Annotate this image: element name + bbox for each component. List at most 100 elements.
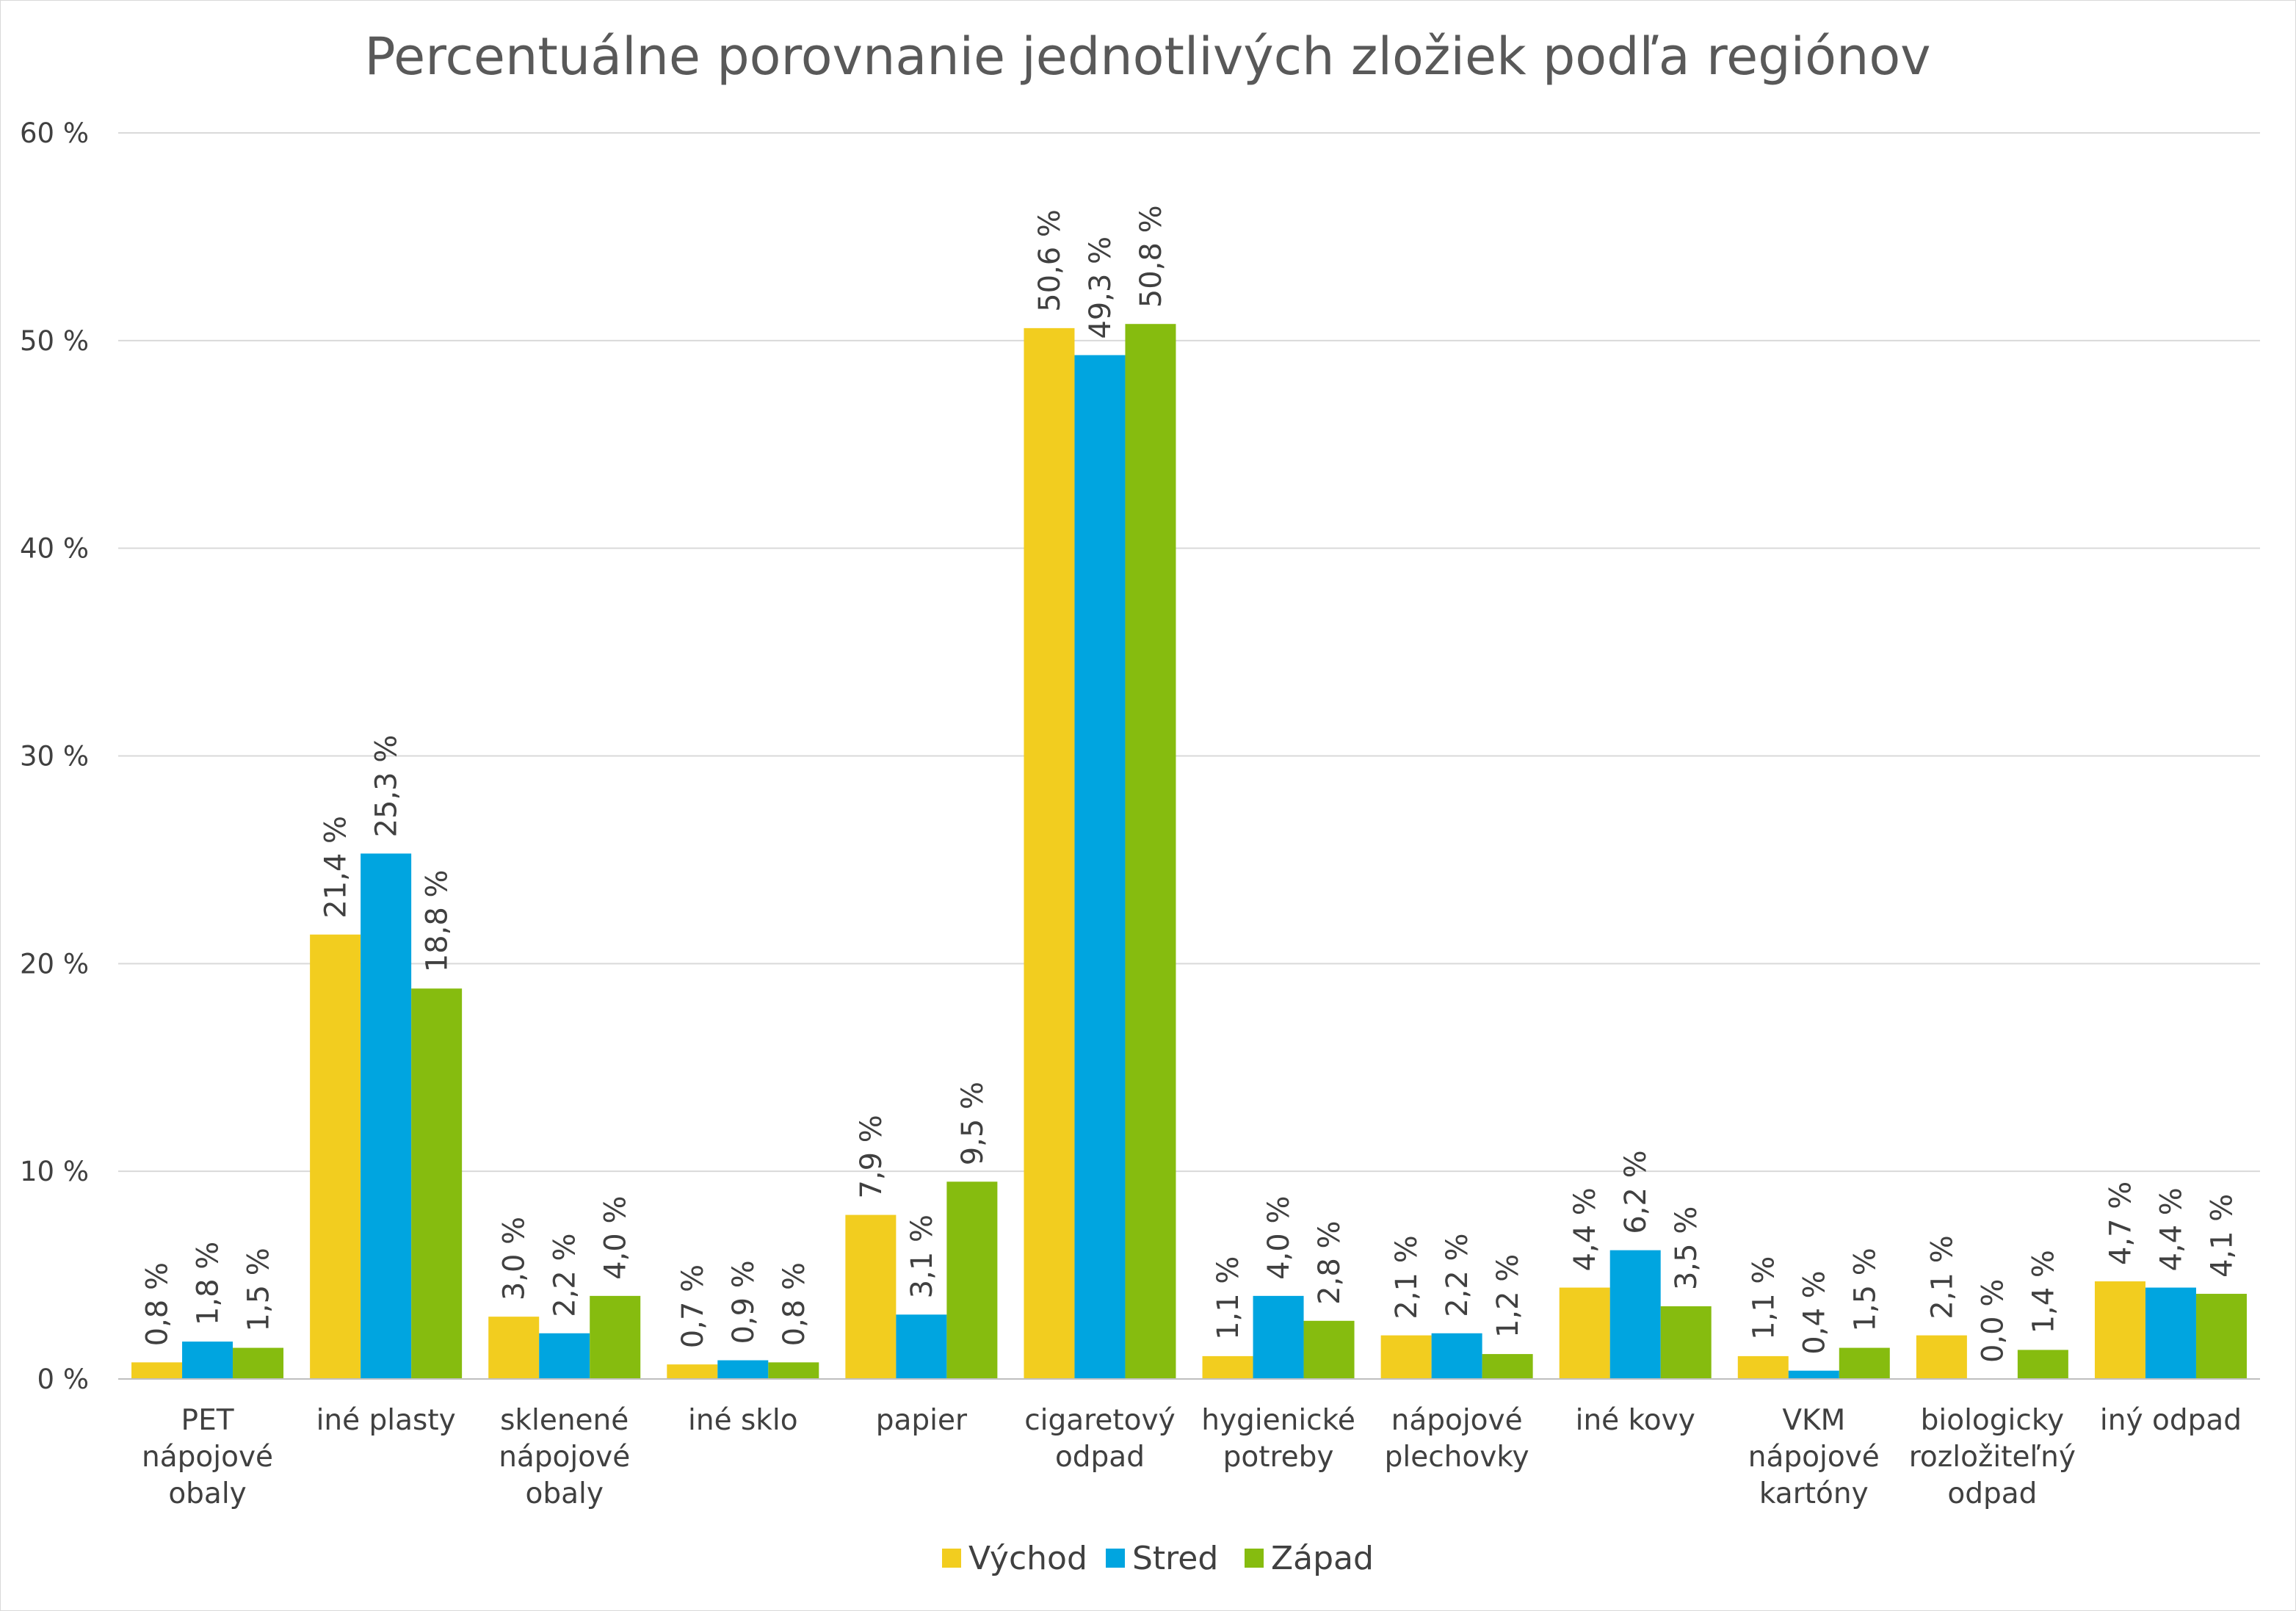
data-label: 6,2 % [1619,1150,1653,1234]
bar [1559,1287,1610,1379]
data-label: 0,8 % [141,1262,175,1346]
gridlines [118,132,2260,1173]
x-tick-label: nápojové plechovky [1385,1404,1529,1474]
data-label: 3,0 % [498,1217,532,1300]
data-label: 1,5 % [1848,1248,1882,1331]
data-label: 2,2 % [548,1233,582,1317]
x-tick-label: iné plasty [316,1404,456,1437]
data-label: 4,1 % [2205,1194,2239,1278]
legend-swatch [1245,1549,1264,1568]
bar [1253,1295,1304,1379]
y-tick-label: 30 % [20,741,89,772]
bar [768,1362,819,1379]
data-labels: 0,8 % 1,8 % 1,5 % 21,4 % 25,3 % 18,8 % 3,0 % 2,… [141,205,2239,1363]
bar [1074,355,1126,1380]
data-label: 1,8 % [192,1242,225,1325]
bar [845,1214,897,1379]
data-label: 2,8 % [1313,1220,1347,1304]
legend-label: Východ [968,1540,1087,1577]
x-tick-label: iný odpad [2100,1404,2242,1437]
bar [411,988,463,1379]
bar [1303,1320,1355,1379]
legend-label: Západ [1271,1540,1374,1577]
legend-swatch [1106,1549,1125,1568]
data-label: 18,8 % [421,869,455,972]
x-axis: PET nápojové obaly iné plasty sklenené nápojo… [118,1378,2260,1510]
x-tick-label: papier [876,1404,968,1437]
bar [2094,1281,2145,1379]
x-tick-label: VKM nápojové kartóny [1748,1404,1880,1510]
data-label: 0,7 % [676,1264,710,1348]
bar [1788,1370,1839,1379]
legend-swatch [942,1549,961,1568]
y-axis-ticks: 0 % 10 % 20 % 30 % 40 % 50 % 60 % [20,117,89,1395]
data-label: 1,4 % [2027,1250,2060,1333]
data-label: 2,1 % [1925,1235,1959,1319]
data-label: 4,4 % [1568,1187,1602,1271]
data-label: 7,9 % [855,1115,888,1198]
bar [233,1347,284,1379]
data-label: 50,8 % [1134,205,1168,308]
bar [667,1364,718,1379]
data-label: 1,2 % [1491,1254,1525,1338]
chart-title: Percentuálne porovnanie jednotlivých zlo… [364,26,1930,87]
data-label: 25,3 % [370,735,404,838]
x-tick-label: iné kovy [1576,1404,1695,1437]
data-label: 9,5 % [956,1082,990,1165]
bar [361,853,412,1379]
x-tick-label: cigaretový odpad [1024,1404,1175,1474]
bar [182,1342,233,1379]
data-label: 1,1 % [1747,1256,1781,1340]
data-label: 2,1 % [1390,1235,1424,1319]
data-label: 4,4 % [2154,1187,2188,1271]
data-label: 1,1 % [1212,1256,1245,1340]
bar [1431,1333,1482,1379]
y-tick-label: 0 % [37,1364,89,1395]
bar [1482,1354,1533,1379]
data-label: 1,5 % [242,1248,276,1331]
y-tick-label: 20 % [20,948,89,980]
data-label: 49,3 % [1084,236,1118,339]
bar [1916,1335,1967,1379]
bar [1202,1355,1253,1379]
bars [131,324,2247,1380]
bar [1609,1250,1661,1379]
bar [896,1314,947,1379]
data-label: 4,0 % [599,1196,633,1280]
bar [717,1360,769,1379]
bar [310,934,361,1379]
x-tick-label: hygienické potreby [1201,1404,1355,1474]
y-tick-label: 40 % [20,533,89,565]
bar [131,1362,183,1379]
bar [590,1295,641,1379]
legend-label: Stred [1132,1540,1218,1577]
y-tick-label: 60 % [20,117,89,149]
data-label: 21,4 % [319,816,353,919]
data-label: 0,4 % [1797,1270,1831,1354]
bar [1380,1335,1432,1379]
bar [1125,324,1176,1379]
data-label: 50,6 % [1033,209,1067,312]
bar [539,1333,590,1379]
x-tick-label: sklenené nápojové obaly [499,1404,630,1510]
bar [2195,1294,2247,1379]
bar [1660,1306,1712,1379]
data-label: 2,2 % [1441,1233,1474,1317]
bar [1024,327,1075,1380]
y-tick-label: 10 % [20,1156,89,1187]
legend: Východ Stred Západ [942,1540,1374,1577]
bar [1737,1355,1789,1379]
x-tick-label: biologicky rozložiteľný odpad [1909,1404,2076,1510]
data-label: 4,0 % [1262,1196,1296,1280]
x-tick-label: iné sklo [688,1404,798,1437]
data-label: 0,8 % [778,1262,811,1346]
data-label: 3,1 % [905,1214,939,1298]
bar [2017,1350,2068,1379]
data-label: 4,7 % [2104,1181,2137,1265]
x-tick-label: PET nápojové obaly [142,1404,273,1510]
bar [946,1181,998,1379]
y-tick-label: 50 % [20,325,89,357]
bar [2145,1287,2196,1379]
bar [1839,1347,1890,1379]
